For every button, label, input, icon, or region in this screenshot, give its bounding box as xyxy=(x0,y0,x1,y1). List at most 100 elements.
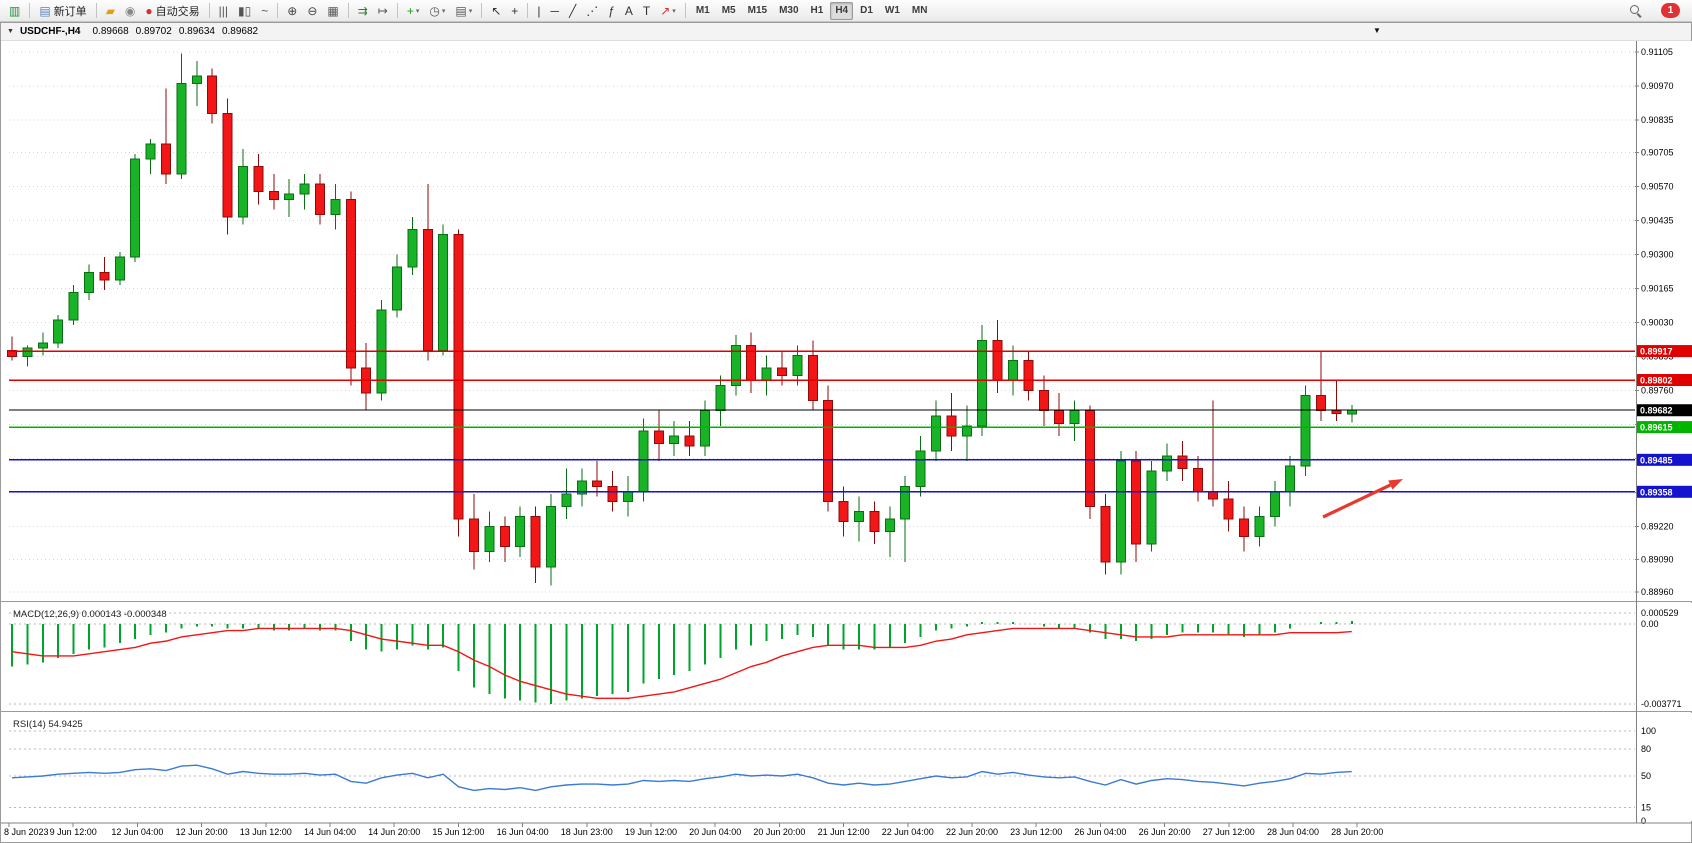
metaeditor-button[interactable]: ▰ xyxy=(102,1,119,21)
text-button[interactable]: A xyxy=(621,1,637,21)
price-axis[interactable] xyxy=(1637,41,1692,823)
time-tick-label: 8 Jun 2023 xyxy=(4,827,49,837)
rsi-plot: 100 80 50 15 0 RSI(14) 54.9425 xyxy=(9,719,1656,826)
candle-body xyxy=(946,415,957,437)
candle-chart-icon: ▮▯ xyxy=(238,3,252,18)
tile-windows-icon: ▦ xyxy=(327,3,339,18)
ohlc-low: 0.89634 xyxy=(178,26,215,37)
chart-shift-icon: ↦ xyxy=(377,3,388,18)
crosshair-button[interactable]: + xyxy=(507,1,522,21)
search-button[interactable] xyxy=(1624,1,1648,21)
candle-body xyxy=(715,385,726,412)
metaeditor-icon: ▰ xyxy=(105,3,115,18)
candle-body xyxy=(777,367,787,376)
candles xyxy=(7,53,1357,586)
time-tick-label: 15 Jun 12:00 xyxy=(432,827,484,837)
candle-body xyxy=(915,450,926,487)
price-tick-label: 0.90300 xyxy=(1641,250,1674,260)
toolbar-separator xyxy=(29,3,31,18)
bar-chart-mode-button[interactable]: ||| xyxy=(215,1,232,21)
collapse-chart-icon[interactable]: ▼ xyxy=(7,28,14,35)
arrows-dropdown-icon[interactable]: ▾ xyxy=(672,7,676,15)
price-tick-label: 0.90435 xyxy=(1641,216,1674,226)
candle-body xyxy=(7,349,17,358)
rsi-tick-label: 0 xyxy=(1641,816,1646,826)
autotrading-button[interactable]: ● 自动交易 xyxy=(141,1,203,21)
candle-body xyxy=(1115,460,1126,563)
chart-shift-marker[interactable]: ▼ xyxy=(1373,26,1381,35)
timeframe-h4-button[interactable]: H4 xyxy=(830,1,854,20)
price-tick-label: 0.90030 xyxy=(1641,318,1674,328)
autotrading-icon: ● xyxy=(145,3,153,18)
timeframe-h1-button[interactable]: H1 xyxy=(810,5,824,16)
templates-button[interactable]: ▤ ▾ xyxy=(451,1,476,21)
candle-body xyxy=(807,354,818,402)
timeframe-w1-button[interactable]: W1 xyxy=(884,5,900,16)
horizontal-line-button[interactable]: ─ xyxy=(546,1,563,21)
candle-body xyxy=(438,234,449,351)
tile-windows-button[interactable]: ▦ xyxy=(323,1,342,21)
candle-body xyxy=(253,166,264,193)
candle-body xyxy=(37,342,48,349)
equidistant-channel-button[interactable]: ⋰ xyxy=(582,1,602,21)
candle-body xyxy=(68,291,79,321)
line-chart-icon: ~ xyxy=(261,3,269,18)
time-tick-label: 26 Jun 20:00 xyxy=(1139,827,1191,837)
chart-shift-button[interactable]: ↦ xyxy=(374,1,392,21)
toolbar-separator xyxy=(277,3,279,18)
timeframe-m5-button[interactable]: M5 xyxy=(721,5,736,16)
toolbar-separator xyxy=(481,3,483,18)
candle-body xyxy=(576,480,587,495)
periods-button[interactable]: ◷ ▾ xyxy=(425,1,449,21)
indicators-button[interactable]: + ▾ xyxy=(403,1,424,21)
time-tick-label: 23 Jun 12:00 xyxy=(1010,827,1062,837)
time-tick-label: 12 Jun 04:00 xyxy=(111,827,163,837)
template-icon: ▤ xyxy=(455,3,467,18)
candle-chart-mode-button[interactable]: ▮▯ xyxy=(234,1,255,21)
timeframe-mn-button[interactable]: MN xyxy=(911,5,928,16)
zoom-in-button[interactable]: ⊕ xyxy=(283,1,301,21)
time-tick-label: 27 Jun 12:00 xyxy=(1203,827,1255,837)
rsi-line xyxy=(11,764,1352,792)
text-icon: A xyxy=(624,3,633,18)
candle-body xyxy=(1100,505,1111,563)
new-order-button[interactable]: ▤ 新订单 xyxy=(35,1,90,21)
timeframe-m30-button[interactable]: M30 xyxy=(779,5,799,16)
timeframe-d1-button[interactable]: D1 xyxy=(860,5,873,16)
periods-dropdown-icon[interactable]: ▾ xyxy=(441,7,446,15)
candle-body xyxy=(1316,395,1326,412)
trend-arrow-annotation[interactable] xyxy=(1322,479,1403,519)
text-label-button[interactable]: T xyxy=(639,1,654,21)
autotrading-label: 自动交易 xyxy=(155,5,200,18)
price-badge-label: 0.89917 xyxy=(1640,347,1673,357)
chart-window-usdchf-h4: ▼ USDCHF-,H4 0.89668 0.89702 0.89634 0.8… xyxy=(0,22,1692,843)
zoom-out-button[interactable]: ⊖ xyxy=(303,1,321,21)
candle-body xyxy=(1239,518,1249,538)
vertical-line-button[interactable]: | xyxy=(533,1,544,21)
auto-scroll-button[interactable]: ⇉ xyxy=(354,1,372,21)
community-button[interactable]: ◉ xyxy=(121,1,139,21)
cursor-button[interactable]: ↖ xyxy=(487,1,505,21)
notification-badge[interactable]: 1 xyxy=(1661,3,1680,18)
price-badge xyxy=(1636,404,1692,417)
timeframe-m15-button[interactable]: M15 xyxy=(747,5,768,16)
toolbar-separator xyxy=(347,3,349,18)
candle-body xyxy=(1038,390,1049,412)
line-chart-mode-button[interactable]: ~ xyxy=(257,1,272,21)
chart-canvas[interactable]: 0.91105 0.90970 0.90835 0.90705 0.90570 0.904… xyxy=(1,41,1692,843)
arrows-button[interactable]: ↗ ▾ xyxy=(656,1,680,21)
new-chart-button[interactable]: ▥ xyxy=(5,1,24,21)
new-order-label: 新订单 xyxy=(53,5,87,18)
time-tick-label: 22 Jun 20:00 xyxy=(946,827,998,837)
macd-pane[interactable] xyxy=(1,603,1692,711)
time-tick-label: 12 Jun 20:00 xyxy=(176,827,228,837)
templates-dropdown-icon[interactable]: ▾ xyxy=(468,7,473,15)
trendline-button[interactable]: ╱ xyxy=(565,1,580,21)
timeframe-m1-button[interactable]: M1 xyxy=(695,5,710,16)
fibonacci-button[interactable]: ƒ xyxy=(604,1,619,21)
toolbar-separator xyxy=(527,3,529,18)
time-axis[interactable]: 8 Jun 2023 9 Jun 12:00 12 Jun 04:00 12 Jun … xyxy=(4,823,1383,837)
rsi-pane[interactable] xyxy=(1,713,1692,821)
indicators-dropdown-icon[interactable]: ▾ xyxy=(415,7,420,15)
candle-body xyxy=(546,505,556,568)
